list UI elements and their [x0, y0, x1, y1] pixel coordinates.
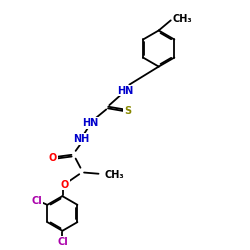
- Text: NH: NH: [74, 134, 90, 144]
- Text: Cl: Cl: [32, 196, 43, 206]
- Text: O: O: [61, 180, 69, 190]
- Text: Cl: Cl: [57, 237, 68, 247]
- Text: S: S: [124, 106, 131, 116]
- Text: CH₃: CH₃: [173, 14, 192, 24]
- Text: O: O: [49, 153, 57, 163]
- Text: CH₃: CH₃: [104, 170, 124, 180]
- Text: HN: HN: [117, 86, 133, 96]
- Text: HN: HN: [82, 118, 98, 128]
